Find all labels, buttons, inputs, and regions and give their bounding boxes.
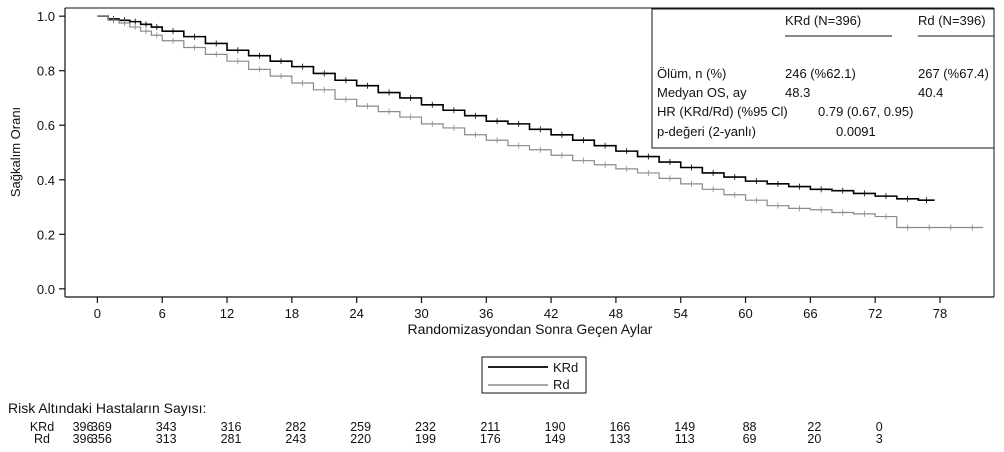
x-tick-label: 18: [285, 306, 299, 321]
y-tick-label: 0.8: [37, 64, 55, 79]
risk-value: 22: [807, 420, 821, 434]
stats-row-label: Ölüm, n (%): [657, 66, 726, 81]
risk-value: 282: [285, 420, 306, 434]
risk-value: 190: [545, 420, 566, 434]
risk-value: 243: [285, 432, 306, 446]
risk-value: 113: [675, 432, 695, 446]
stats-row-label: p-değeri (2-yanlı): [657, 124, 756, 139]
risk-value: 199: [415, 432, 436, 446]
risk-value: 396: [73, 420, 94, 434]
stats-rd-value: 267 (%67.4): [918, 66, 989, 81]
risk-value: 3: [876, 432, 883, 446]
y-axis-label: Sağkalım Oranı: [8, 107, 23, 197]
series-line-krd: [97, 15, 935, 202]
x-tick-label: 72: [868, 306, 882, 321]
risk-value: 166: [609, 420, 630, 434]
stats-box: KRd (N=396) Rd (N=396) Ölüm, n (%) 246 (…: [651, 8, 995, 149]
x-tick-label: 36: [479, 306, 493, 321]
risk-value: 0: [876, 420, 883, 434]
x-ticks: 0 6 12 18 24 30 36 42 48 54 60 66 72 78: [94, 297, 947, 321]
x-tick-label: 60: [738, 306, 752, 321]
y-tick-label: 1.0: [37, 9, 55, 24]
x-tick-label: 6: [159, 306, 166, 321]
x-tick-label: 12: [220, 306, 234, 321]
stats-header-krd: KRd (N=396): [785, 13, 861, 28]
risk-value: 396: [73, 432, 94, 446]
risk-value: 149: [674, 420, 695, 434]
risk-table-title: Risk Altındaki Hastaların Sayısı:: [8, 400, 206, 416]
risk-value: 316: [221, 420, 242, 434]
x-axis-label: Randomizasyondan Sonra Geçen Aylar: [408, 321, 653, 337]
y-tick-label: 0.0: [37, 282, 55, 297]
x-tick-label: 24: [349, 306, 363, 321]
stats-krd-value: 48.3: [785, 85, 810, 100]
risk-row-name: KRd: [30, 420, 54, 434]
stats-krd-value: 246 (%62.1): [785, 66, 856, 81]
y-tick-label: 0.2: [37, 227, 55, 242]
risk-value: 176: [480, 432, 501, 446]
risk-value: 259: [350, 420, 371, 434]
x-tick-label: 0: [94, 306, 101, 321]
stats-p-value: 0.0091: [836, 124, 876, 139]
risk-value: 281: [221, 432, 242, 446]
risk-table: Risk Altındaki Hastaların Sayısı: KRd 396…: [8, 400, 883, 446]
stats-row-label: Medyan OS, ay: [657, 85, 747, 100]
y-tick-label: 0.4: [37, 173, 55, 188]
risk-value: 149: [545, 432, 566, 446]
legend-label-rd: Rd: [553, 377, 570, 392]
x-tick-label: 66: [803, 306, 817, 321]
x-tick-label: 78: [933, 306, 947, 321]
y-tick-label: 0.6: [37, 118, 55, 133]
risk-value: 220: [350, 432, 371, 446]
stats-hr-value: 0.79 (0.67, 0.95): [818, 104, 913, 119]
legend: KRd Rd: [481, 356, 587, 394]
x-tick-label: 48: [609, 306, 623, 321]
x-tick-label: 42: [544, 306, 558, 321]
x-tick-label: 54: [673, 306, 687, 321]
survival-curves: [97, 15, 984, 231]
x-tick-label: 30: [414, 306, 428, 321]
y-ticks: 0.0 0.2 0.4 0.6 0.8 1.0: [37, 9, 65, 297]
risk-value: 69: [743, 432, 757, 446]
risk-value: 343: [156, 420, 177, 434]
stats-row-label: HR (KRd/Rd) (%95 Cl): [657, 104, 788, 119]
risk-value: 20: [807, 432, 821, 446]
risk-value: 369: [91, 420, 112, 434]
stats-header-rd: Rd (N=396): [918, 13, 986, 28]
risk-value: 232: [415, 420, 436, 434]
series-line-rd: [97, 15, 984, 229]
risk-value: 88: [743, 420, 757, 434]
risk-value: 313: [156, 432, 177, 446]
legend-label-krd: KRd: [553, 360, 578, 375]
risk-value: 211: [480, 420, 500, 434]
stats-rd-value: 40.4: [918, 85, 943, 100]
risk-value: 133: [609, 432, 630, 446]
risk-row-name: Rd: [34, 432, 50, 446]
risk-value: 356: [91, 432, 112, 446]
